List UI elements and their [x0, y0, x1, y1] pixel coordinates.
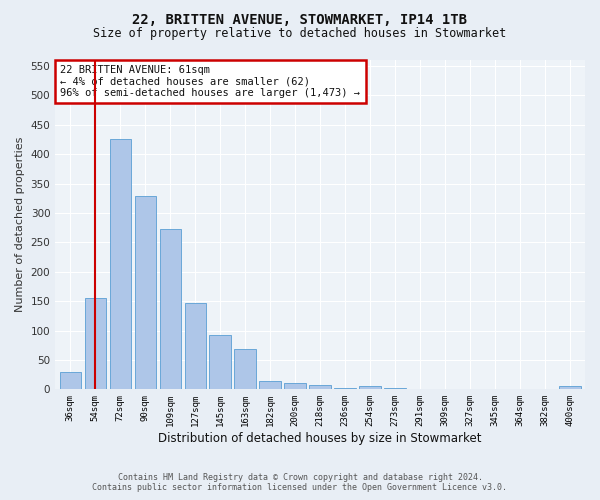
Bar — [134, 196, 156, 390]
Text: 22, BRITTEN AVENUE, STOWMARKET, IP14 1TB: 22, BRITTEN AVENUE, STOWMARKET, IP14 1TB — [133, 12, 467, 26]
Bar — [85, 298, 106, 390]
Bar — [59, 372, 81, 390]
Bar — [235, 350, 256, 390]
Text: 22 BRITTEN AVENUE: 61sqm
← 4% of detached houses are smaller (62)
96% of semi-de: 22 BRITTEN AVENUE: 61sqm ← 4% of detache… — [61, 65, 361, 98]
Bar — [310, 385, 331, 390]
Y-axis label: Number of detached properties: Number of detached properties — [15, 137, 25, 312]
Bar — [259, 380, 281, 390]
Bar — [359, 386, 380, 390]
Bar — [484, 388, 506, 390]
Bar — [434, 388, 455, 390]
Bar — [110, 140, 131, 390]
Bar — [209, 334, 231, 390]
Bar — [160, 230, 181, 390]
Bar — [559, 386, 581, 390]
Bar — [460, 388, 481, 390]
Bar — [509, 388, 530, 390]
Bar — [185, 303, 206, 390]
X-axis label: Distribution of detached houses by size in Stowmarket: Distribution of detached houses by size … — [158, 432, 482, 445]
Text: Contains HM Land Registry data © Crown copyright and database right 2024.
Contai: Contains HM Land Registry data © Crown c… — [92, 473, 508, 492]
Text: Size of property relative to detached houses in Stowmarket: Size of property relative to detached ho… — [94, 28, 506, 40]
Bar — [409, 388, 431, 390]
Bar — [284, 383, 306, 390]
Bar — [385, 388, 406, 390]
Bar — [334, 388, 356, 390]
